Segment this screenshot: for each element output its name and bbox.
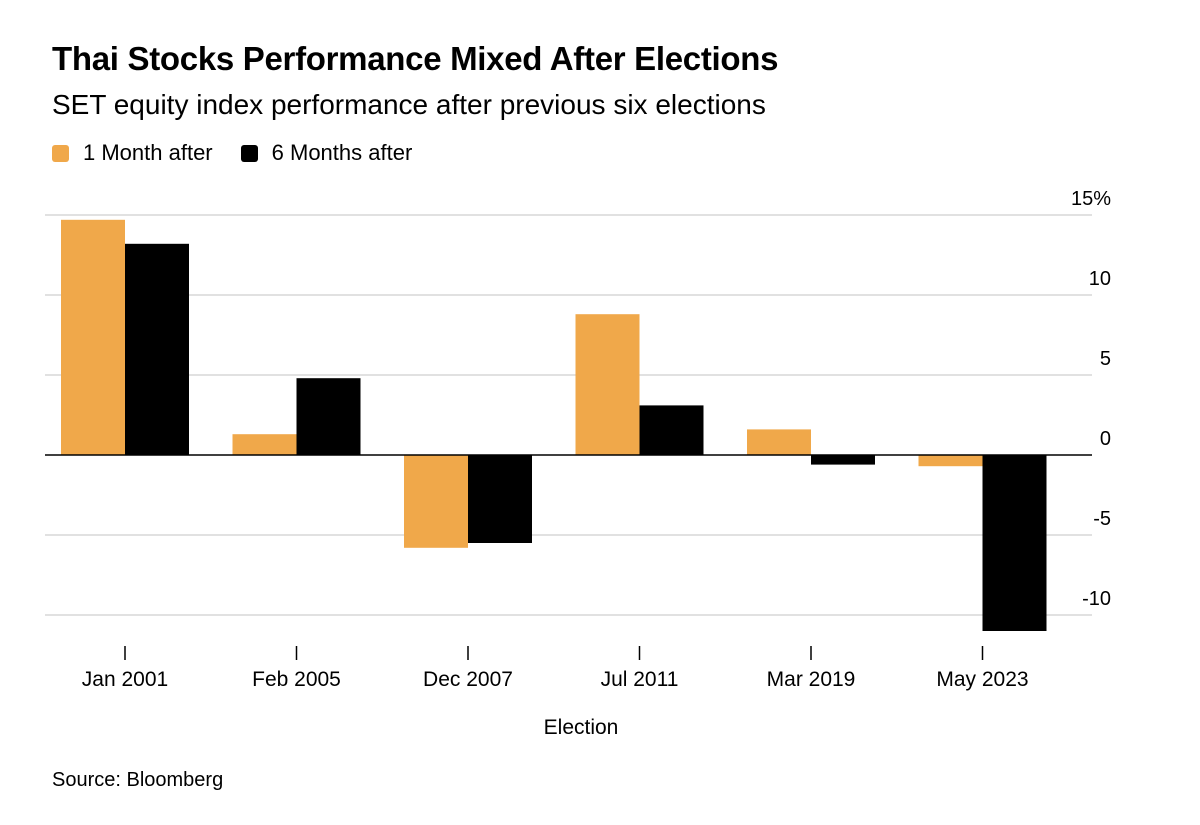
y-tick-label: 5	[1100, 348, 1111, 370]
bar	[232, 434, 297, 455]
bar	[747, 429, 811, 455]
x-tick-label: May 2023	[936, 668, 1028, 691]
legend-label-1-month: 1 Month after	[83, 140, 213, 165]
y-tick-label: 10	[1089, 268, 1111, 290]
y-tick-label: 15%	[1071, 188, 1111, 210]
legend-label-6-months: 6 Months after	[271, 140, 413, 165]
y-tick-label: 0	[1100, 428, 1111, 450]
x-tick-label: Feb 2005	[252, 668, 341, 691]
x-tick-label: Dec 2007	[423, 668, 513, 691]
bar	[575, 314, 640, 455]
bar	[61, 219, 125, 455]
legend: 1 Month after 6 Months after	[52, 140, 440, 166]
y-tick-label: -5	[1093, 508, 1111, 530]
legend-item-1-month: 1 Month after	[52, 140, 213, 166]
legend-swatch-1-month	[52, 144, 69, 162]
bar	[404, 455, 468, 548]
x-tick-label: Jul 2011	[601, 668, 679, 691]
bar	[296, 378, 361, 455]
bar	[639, 405, 704, 455]
legend-swatch-6-months	[240, 144, 258, 162]
x-axis-label: Election	[544, 716, 619, 739]
x-tick-label: Mar 2019	[767, 668, 856, 691]
source-note: Source: Bloomberg	[52, 769, 224, 791]
x-tick-label: Jan 2001	[82, 668, 168, 691]
bar	[811, 455, 875, 465]
chart-title: Thai Stocks Performance Mixed After Elec…	[52, 40, 779, 77]
bar	[468, 455, 532, 543]
bar	[982, 455, 1047, 631]
bar	[918, 455, 983, 467]
chart-subtitle: SET equity index performance after previ…	[52, 89, 766, 120]
bar	[125, 243, 189, 455]
legend-item-6-months: 6 Months after	[240, 140, 413, 166]
y-tick-label: -10	[1082, 588, 1111, 610]
